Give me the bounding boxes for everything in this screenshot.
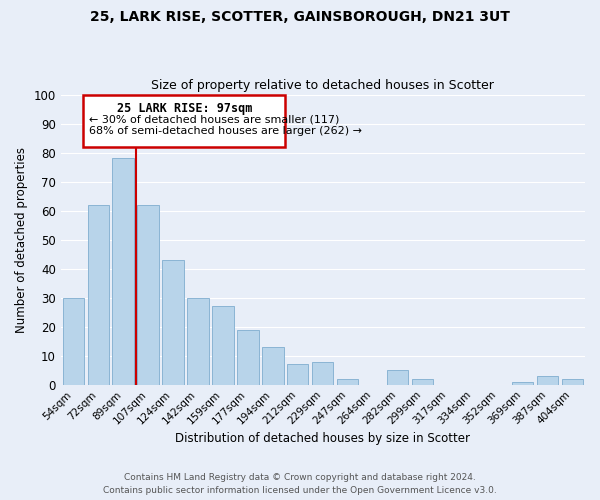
Text: 25 LARK RISE: 97sqm: 25 LARK RISE: 97sqm xyxy=(116,102,252,115)
Text: Contains HM Land Registry data © Crown copyright and database right 2024.
Contai: Contains HM Land Registry data © Crown c… xyxy=(103,474,497,495)
Title: Size of property relative to detached houses in Scotter: Size of property relative to detached ho… xyxy=(151,79,494,92)
Bar xyxy=(312,362,334,384)
X-axis label: Distribution of detached houses by size in Scotter: Distribution of detached houses by size … xyxy=(175,432,470,445)
Text: 25, LARK RISE, SCOTTER, GAINSBOROUGH, DN21 3UT: 25, LARK RISE, SCOTTER, GAINSBOROUGH, DN… xyxy=(90,10,510,24)
Bar xyxy=(137,205,158,384)
Bar xyxy=(512,382,533,384)
Text: ← 30% of detached houses are smaller (117): ← 30% of detached houses are smaller (11… xyxy=(89,115,340,125)
Bar xyxy=(387,370,409,384)
Bar xyxy=(262,347,284,385)
Y-axis label: Number of detached properties: Number of detached properties xyxy=(15,146,28,332)
Bar xyxy=(112,158,134,384)
Bar xyxy=(212,306,233,384)
Bar xyxy=(562,379,583,384)
Bar xyxy=(187,298,209,384)
Text: 68% of semi-detached houses are larger (262) →: 68% of semi-detached houses are larger (… xyxy=(89,126,362,136)
Bar xyxy=(537,376,558,384)
Bar xyxy=(238,330,259,384)
Bar xyxy=(163,260,184,384)
FancyBboxPatch shape xyxy=(83,94,286,147)
Bar xyxy=(62,298,84,384)
Bar xyxy=(337,379,358,384)
Bar xyxy=(412,379,433,384)
Bar xyxy=(287,364,308,384)
Bar xyxy=(88,205,109,384)
